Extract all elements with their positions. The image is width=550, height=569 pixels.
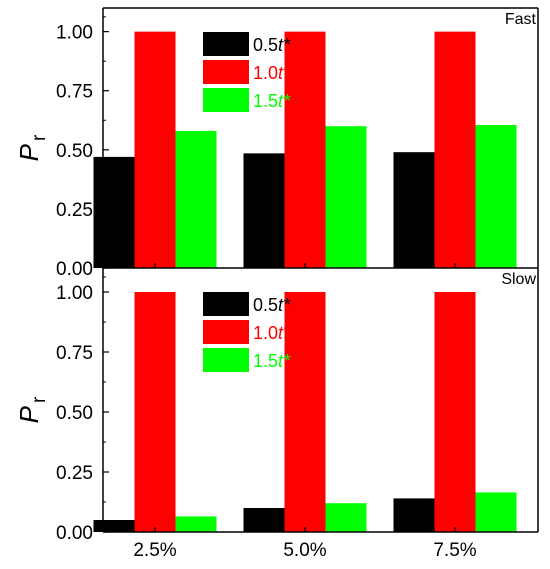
bar bbox=[325, 126, 367, 268]
bar bbox=[243, 153, 285, 268]
bar bbox=[93, 520, 135, 532]
panel-slow: 0.00 0.25 0.50 0.75 1.00 2.5% 5.0% 7.5% Slow Pr 0.… bbox=[14, 268, 539, 561]
bar bbox=[284, 292, 326, 532]
x-tick-label: 7.5% bbox=[433, 540, 476, 561]
bar bbox=[393, 152, 435, 268]
legend-label: 1.0t* bbox=[253, 323, 291, 343]
y-tick-label: 0.75 bbox=[56, 82, 93, 103]
legend-swatch bbox=[203, 60, 249, 84]
bar bbox=[175, 516, 217, 532]
legend-label-variable: t* bbox=[278, 323, 291, 343]
legend-label-variable: t* bbox=[278, 351, 291, 371]
bar bbox=[134, 292, 176, 532]
legend-label-number: 1.0 bbox=[253, 63, 278, 83]
legend-label-number: 1.0 bbox=[253, 323, 278, 343]
legend-label-variable: t* bbox=[278, 91, 291, 111]
legend-label-variable: t* bbox=[278, 35, 291, 55]
legend-swatch bbox=[203, 292, 249, 316]
panel-title: Fast bbox=[505, 11, 537, 28]
legend-label-number: 0.5 bbox=[253, 295, 278, 315]
y-axis-label-main: P bbox=[14, 405, 44, 423]
y-axis-label-sub: r bbox=[29, 396, 50, 403]
y-axis-label-main: P bbox=[14, 143, 44, 161]
legend-swatch bbox=[203, 320, 249, 344]
y-axis-label: Pr bbox=[14, 396, 50, 423]
legend-swatch bbox=[203, 32, 249, 56]
y-tick-label: 0.50 bbox=[56, 403, 93, 424]
bar bbox=[325, 503, 367, 532]
legend: 0.5t*1.0t*1.5t* bbox=[203, 292, 291, 372]
legend-label-variable: t* bbox=[278, 295, 291, 315]
bar bbox=[475, 492, 517, 532]
legend-label: 0.5t* bbox=[253, 35, 291, 55]
bar bbox=[434, 31, 476, 268]
y-axis-label: Pr bbox=[14, 134, 50, 161]
legend-label-number: 1.5 bbox=[253, 351, 278, 371]
y-tick-label: 0.25 bbox=[56, 200, 93, 221]
legend-label-number: 0.5 bbox=[253, 35, 278, 55]
y-tick-label: 0.25 bbox=[56, 463, 93, 484]
bar bbox=[475, 125, 517, 268]
bar bbox=[284, 31, 326, 268]
y-tick-label: 0.00 bbox=[56, 523, 93, 544]
y-tick-label: 0.00 bbox=[56, 259, 93, 280]
legend-label: 1.0t* bbox=[253, 63, 291, 83]
panel-fast: 0.000.250.500.751.00FastPr0.5t*1.0t*1.5t… bbox=[14, 7, 539, 280]
legend-label-variable: t* bbox=[278, 63, 291, 83]
y-tick-label: 1.00 bbox=[56, 23, 93, 44]
legend-swatch bbox=[203, 88, 249, 112]
x-tick-label: 2.5% bbox=[133, 540, 176, 561]
bar bbox=[434, 292, 476, 532]
legend-label-number: 1.5 bbox=[253, 91, 278, 111]
panel-title: Slow bbox=[501, 271, 536, 288]
legend: 0.5t*1.0t*1.5t* bbox=[203, 32, 291, 112]
bar bbox=[175, 130, 217, 268]
legend-label: 0.5t* bbox=[253, 295, 291, 315]
x-tick-label: 5.0% bbox=[283, 540, 326, 561]
bar bbox=[134, 31, 176, 268]
bar bbox=[93, 156, 135, 268]
y-tick-label: 1.00 bbox=[56, 283, 93, 304]
y-axis-label-sub: r bbox=[29, 134, 50, 141]
y-tick-label: 0.50 bbox=[56, 141, 93, 162]
legend-swatch bbox=[203, 348, 249, 372]
legend-label: 1.5t* bbox=[253, 91, 291, 111]
y-tick-label: 0.75 bbox=[56, 343, 93, 364]
legend-label: 1.5t* bbox=[253, 351, 291, 371]
bar bbox=[243, 508, 285, 532]
bar bbox=[393, 498, 435, 532]
